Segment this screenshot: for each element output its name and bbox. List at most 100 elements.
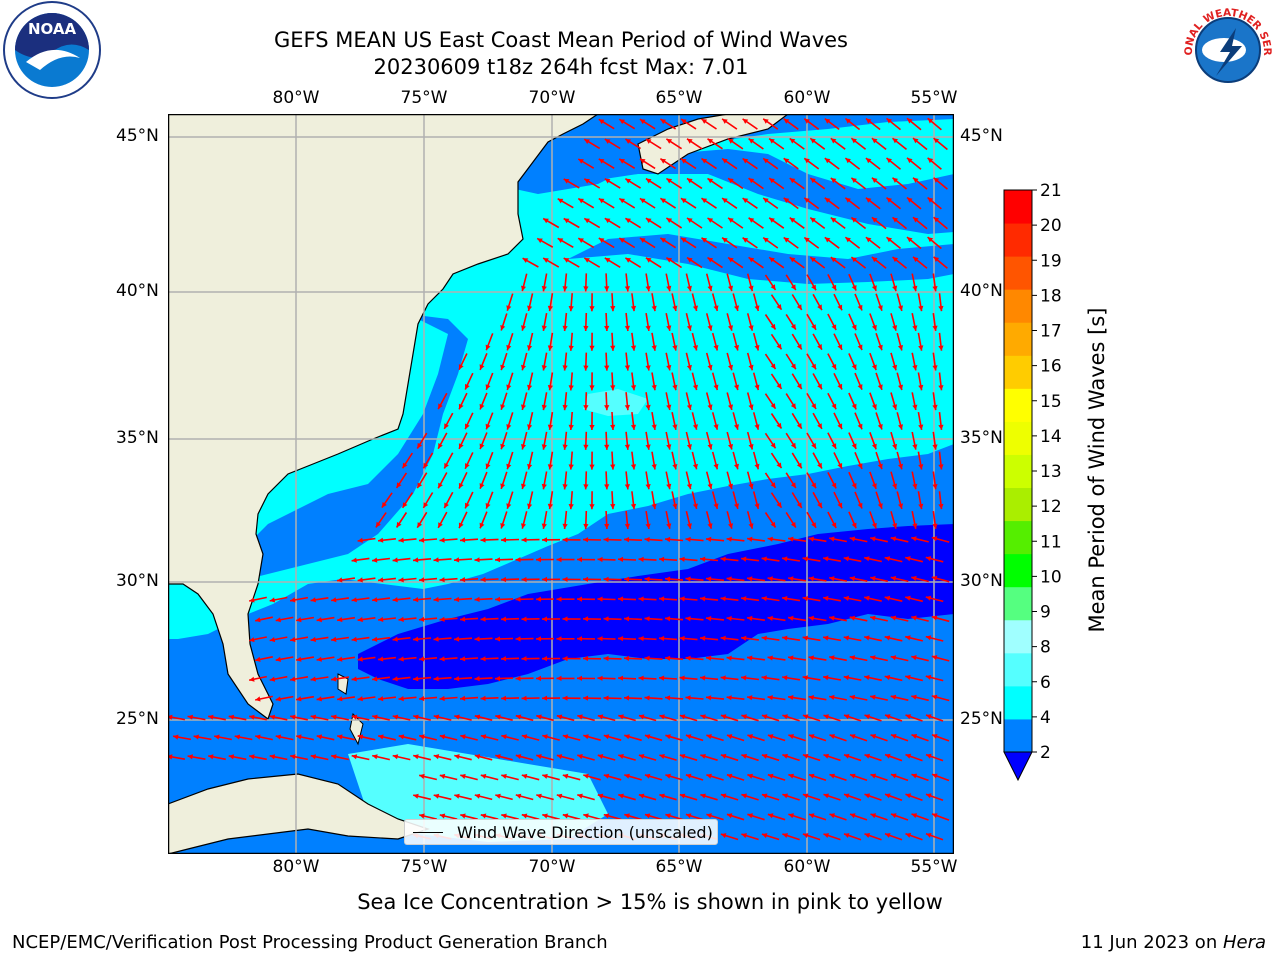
wave-arrow-head (811, 403, 816, 409)
wave-arrow-head (790, 324, 796, 330)
wave-arrow-head (830, 217, 837, 223)
wave-arrow-head (871, 364, 877, 371)
wave-arrow-head (886, 118, 892, 124)
wave-arrow-head (439, 537, 445, 543)
wave-arrow-head (892, 404, 898, 410)
wave-arrow-head (419, 813, 425, 819)
wave-arrow-head (892, 483, 898, 490)
y-tick-right: 45°N (960, 126, 1003, 146)
wave-arrow-head (672, 384, 678, 391)
wave-arrow-head (685, 616, 691, 622)
wave-arrow-head (817, 462, 822, 469)
wave-arrow-head (790, 482, 796, 488)
wave-arrow-head (843, 595, 850, 601)
wave-arrow-head (562, 404, 568, 411)
wave-arrow-head (433, 596, 439, 603)
wave-arrow-head (454, 754, 460, 760)
wave-arrow-head (892, 523, 898, 529)
wave-arrow-head (589, 306, 595, 312)
wave-arrow-head (844, 833, 850, 838)
wave-arrow-head (645, 484, 651, 490)
wave-arrow-head (568, 345, 574, 351)
wave-arrow-head (542, 734, 548, 740)
wave-arrow-head (932, 325, 938, 331)
wave-arrow-head (610, 306, 616, 312)
wave-arrow-head (536, 636, 541, 642)
wave-arrow-head (624, 365, 630, 371)
wave-arrow-head (890, 576, 897, 581)
wave-arrow-head (851, 403, 857, 410)
wave-arrow-head (726, 773, 733, 779)
wave-arrow-head (905, 753, 912, 759)
wave-arrow-head (372, 754, 378, 760)
wave-arrow-head (788, 615, 794, 621)
wave-arrow-head (927, 237, 934, 243)
wave-arrow-head (598, 198, 605, 204)
x-tick-top: 55°W (910, 88, 958, 108)
wave-arrow-head (713, 503, 719, 509)
wave-arrow-head (685, 813, 692, 819)
wave-arrow-head (398, 734, 405, 740)
wave-arrow-head (911, 575, 917, 581)
wave-arrow-head (562, 813, 569, 819)
wave-arrow-head (687, 138, 693, 144)
wave-arrow-head (877, 463, 883, 470)
wave-arrow-head (630, 503, 637, 510)
wave-arrow-head (748, 404, 754, 410)
wave-arrow-head (782, 596, 788, 602)
colorbar-swatch (1004, 388, 1032, 422)
wave-arrow-head (603, 813, 610, 819)
wave-arrow-head (932, 523, 938, 529)
wave-arrow-head (584, 178, 590, 184)
wave-arrow-head (433, 676, 439, 682)
wave-arrow-head (562, 444, 568, 450)
wave-arrow-head (417, 442, 423, 449)
wave-arrow-head (884, 595, 891, 601)
colorbar-swatch (1004, 652, 1032, 687)
wave-arrow-head (796, 423, 802, 429)
wave-arrow-head (578, 198, 584, 204)
wave-arrow-head (290, 676, 296, 682)
wave-arrow-head (892, 364, 898, 371)
wave-arrow-head (604, 405, 610, 411)
wave-arrow-head (927, 157, 934, 164)
wave-arrow-head (926, 753, 932, 759)
wave-arrow-head (665, 734, 671, 740)
wave-arrow-head (269, 676, 276, 682)
wave-arrow-head (925, 556, 932, 562)
wave-arrow-head (604, 286, 610, 292)
map-border (168, 114, 954, 854)
wave-arrow-head (541, 325, 547, 331)
wave-arrow-head (584, 218, 590, 224)
wave-arrow-head (837, 463, 843, 469)
land-north-america (168, 114, 600, 720)
wave-arrow-head (438, 482, 443, 489)
wave-arrow-head (666, 365, 672, 371)
wave-arrow-head (938, 305, 944, 312)
wave-arrow-head (808, 615, 814, 621)
wave-arrow-head (583, 286, 589, 292)
wave-arrow-head (726, 813, 733, 819)
wave-arrow-head (331, 754, 337, 760)
wave-arrow-head (645, 325, 651, 331)
wave-arrow-head (707, 285, 713, 292)
wave-arrow-head (556, 636, 562, 642)
wave-arrow-head (666, 138, 673, 144)
wave-arrow-head (536, 675, 541, 681)
wave-arrow-head (726, 734, 733, 740)
wave-arrow-head (933, 138, 940, 144)
wave-arrow-head (638, 793, 645, 799)
wave-arrow-head (480, 734, 487, 740)
wave-arrow-head (290, 636, 296, 643)
wave-arrow-head (747, 655, 753, 661)
colorbar-label: Mean Period of Wind Waves [s] (1085, 307, 1109, 633)
wave-arrow-head (618, 636, 624, 642)
wave-arrow-head (851, 177, 857, 183)
wave-arrow-head (776, 502, 782, 508)
wave-arrow-head (830, 178, 837, 184)
wave-arrow-head (665, 773, 671, 779)
wave-arrow-head (776, 383, 782, 389)
wave-arrow-head (214, 734, 220, 740)
wave-arrow-head (583, 523, 589, 529)
wave-arrow-head (660, 158, 666, 164)
